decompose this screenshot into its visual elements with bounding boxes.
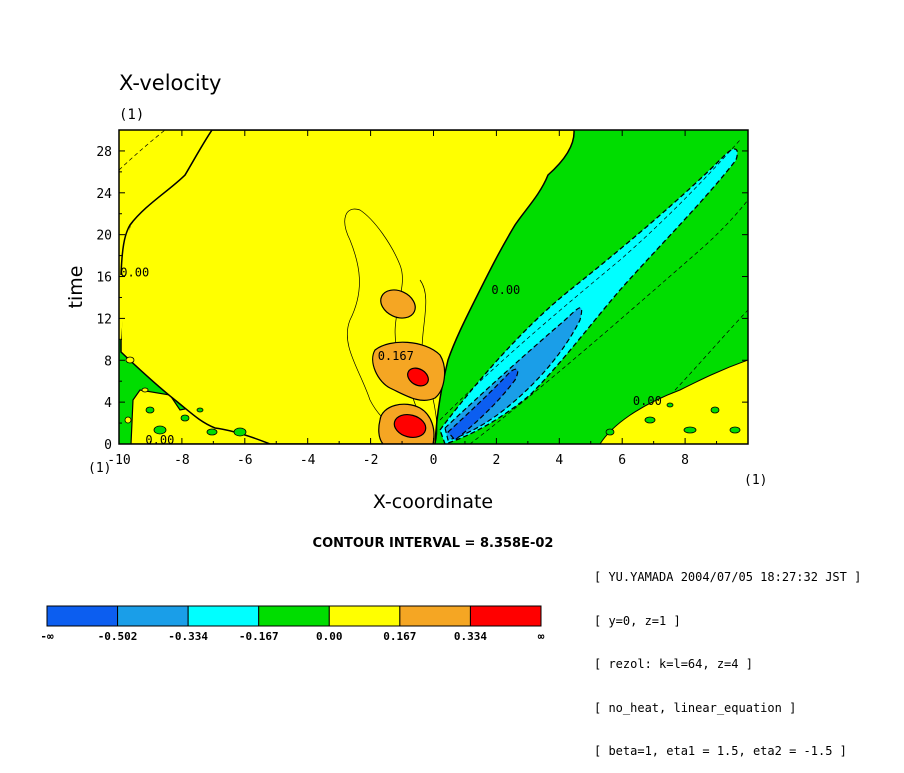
contour-label: 0.00 xyxy=(120,265,149,279)
colorbar-swatch xyxy=(46,605,119,627)
chart-title: X-velocity xyxy=(119,71,221,95)
x-tick-label: 2 xyxy=(492,453,500,468)
x-axis-label: X-coordinate xyxy=(373,491,493,513)
contour-label: 0.00 xyxy=(633,394,662,408)
x-origin-unit: (1) xyxy=(88,461,111,476)
positive-region-yellow-left xyxy=(119,130,212,340)
contour-label: 0.167 xyxy=(378,349,414,363)
info-line-4: [ no_heat, linear_equation ] xyxy=(594,700,797,715)
colorbar-swatch xyxy=(117,605,189,627)
info-line-2: [ y=0, z=1 ] xyxy=(594,613,681,628)
colorbar-label: 0.167 xyxy=(383,630,416,643)
colorbar-swatch xyxy=(399,605,471,627)
y-tick-label: 0 xyxy=(104,438,112,453)
x-tick-label: -4 xyxy=(300,453,316,468)
contour-dashed-2 xyxy=(439,139,741,421)
y-tick-label: 24 xyxy=(96,187,112,202)
y-axis: 0 4 8 12 16 20 24 28 xyxy=(96,129,748,453)
noise-speckles xyxy=(145,402,741,437)
contour-upper-right xyxy=(700,130,701,131)
y-tick-label: 4 xyxy=(104,396,112,411)
x-tick-label: 4 xyxy=(555,453,563,468)
x-tick-label: -8 xyxy=(174,453,190,468)
x-tick-label: -10 xyxy=(107,453,130,468)
contour-figure: X-velocity (1) xyxy=(40,71,767,643)
y-tick-label: 16 xyxy=(96,271,112,286)
colorbar-swatch xyxy=(469,605,542,627)
colorbar-label: ∞ xyxy=(538,630,545,643)
x-axis: -10 -8 -6 -4 -2 0 2 4 6 8 xyxy=(107,130,718,468)
colorbar-label: -0.334 xyxy=(168,630,208,643)
y-tick-label: 12 xyxy=(96,312,112,327)
colorbar-label: -0.502 xyxy=(98,630,138,643)
colorbar-label: 0.00 xyxy=(316,630,343,643)
run-info: [ YU.YAMADA 2004/07/05 18:27:32 JST ] [ … xyxy=(594,541,861,773)
orange-blob-upper xyxy=(380,289,416,319)
x-tick-label: -6 xyxy=(237,453,253,468)
red-core-lower xyxy=(393,413,427,439)
contour-interval: CONTOUR INTERVAL = 8.358E-02 xyxy=(313,536,554,551)
negative-region-darkblue xyxy=(447,368,519,441)
positive-region-yellow-right xyxy=(599,359,748,444)
noise-speckles-yellow xyxy=(124,356,149,424)
contour-label: 0.00 xyxy=(491,283,520,297)
colorbar-swatch xyxy=(328,605,401,627)
colorbar: -∞ -0.502 -0.334 -0.167 0.00 0.167 0.334 ∞ xyxy=(40,605,545,643)
contour-dashed-1 xyxy=(469,199,748,444)
colorbar-swatch xyxy=(258,605,330,627)
info-line-5: [ beta=1, eta1 = 1.5, eta2 = -1.5 ] xyxy=(594,744,847,758)
info-line-1: [ YU.YAMADA 2004/07/05 18:27:32 JST ] xyxy=(594,570,862,584)
contour-upper-left-thin xyxy=(119,130,166,171)
x-tick-label: 0 xyxy=(430,453,438,468)
y-tick-label: 28 xyxy=(96,145,112,160)
colorbar-label: -0.167 xyxy=(239,630,279,643)
zero-contour-upper-left xyxy=(120,130,213,276)
colorbar-swatch xyxy=(187,605,260,627)
info-line-3: [ rezol: k=l=64, z=4 ] xyxy=(594,657,753,671)
contour-field xyxy=(119,130,748,444)
colorbar-label: 0.334 xyxy=(454,630,487,643)
title-unit: (1) xyxy=(119,107,144,123)
x-tick-label: -2 xyxy=(363,453,379,468)
x-axis-unit: (1) xyxy=(744,473,767,488)
x-tick-label: 6 xyxy=(618,453,626,468)
red-core-middle xyxy=(407,367,429,387)
x-tick-label: 8 xyxy=(681,453,689,468)
colorbar-label: -∞ xyxy=(40,630,54,643)
y-tick-label: 20 xyxy=(96,229,112,244)
y-axis-label: time xyxy=(65,266,87,309)
y-tick-label: 8 xyxy=(104,354,112,369)
